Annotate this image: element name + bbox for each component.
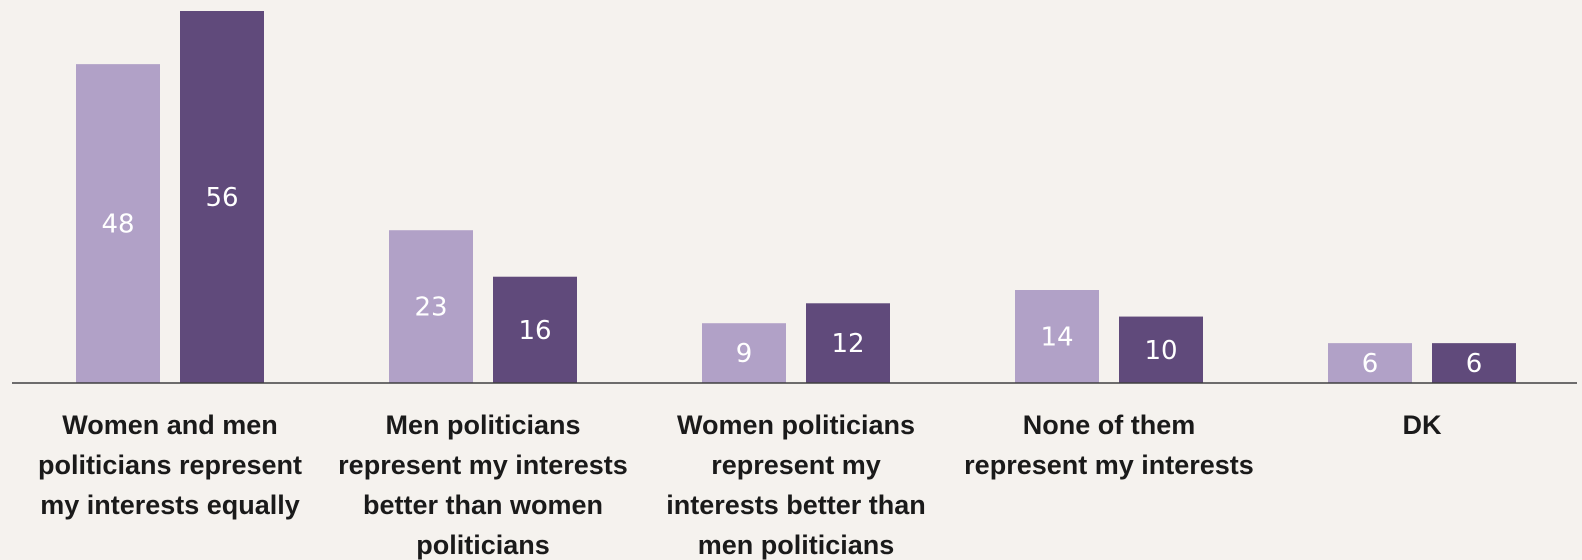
data-label-series-2-category-2: 16 (518, 316, 551, 346)
category-label-line: DK (1403, 410, 1442, 440)
category-label-line: interests better than (666, 490, 926, 520)
category-label-line: better than women (363, 490, 603, 520)
category-label-4: None of them represent my interests (964, 410, 1254, 480)
data-label-series-2-category-1: 56 (205, 183, 238, 213)
category-label-line: represent my interests (964, 450, 1254, 480)
category-label-line: None of them (1023, 410, 1196, 440)
category-label-line: politicians represent (38, 450, 302, 480)
bar-series-1-category-5 (1328, 343, 1412, 383)
category-label-3: Women politicians represent my interests b… (666, 410, 926, 560)
data-label-series-1-category-4: 14 (1040, 323, 1073, 353)
category-label-line: my interests equally (40, 490, 300, 520)
category-label-line: men politicians (698, 530, 895, 560)
bars-group (76, 11, 1516, 384)
bar-series-2-category-3 (806, 303, 890, 383)
category-label-line: represent my (711, 450, 881, 480)
bar-series-2-category-4 (1119, 316, 1203, 383)
data-label-series-2-category-4: 10 (1144, 336, 1177, 366)
category-label-line: Women politicians (677, 410, 915, 440)
category-labels-group: Women and men politicians represent my int… (38, 410, 1442, 560)
bar-labels-group: 48 56 23 16 9 12 14 10 6 6 (101, 183, 1482, 379)
category-label-line: Men politicians (385, 410, 580, 440)
category-label-line: represent my interests (338, 450, 628, 480)
category-label-5: DK (1403, 410, 1442, 440)
data-label-series-1-category-1: 48 (101, 210, 134, 240)
bar-series-1-category-4 (1015, 290, 1099, 383)
category-label-line: politicians (416, 530, 550, 560)
bar-series-2-category-1 (180, 11, 264, 383)
data-label-series-1-category-5: 6 (1362, 349, 1379, 379)
category-label-2: Men politicians represent my interests bet… (338, 410, 628, 560)
bar-series-1-category-1 (76, 64, 160, 384)
category-label-1: Women and men politicians represent my int… (38, 410, 302, 520)
data-label-series-2-category-3: 12 (831, 329, 864, 359)
bar-series-2-category-2 (493, 276, 577, 383)
bar-series-2-category-5 (1432, 343, 1516, 383)
bar-series-1-category-2 (389, 230, 473, 383)
bar-series-1-category-3 (702, 323, 786, 383)
data-label-series-2-category-5: 6 (1466, 349, 1483, 379)
category-label-line: Women and men (62, 410, 278, 440)
data-label-series-1-category-2: 23 (414, 293, 447, 323)
data-label-series-1-category-3: 9 (736, 339, 753, 369)
